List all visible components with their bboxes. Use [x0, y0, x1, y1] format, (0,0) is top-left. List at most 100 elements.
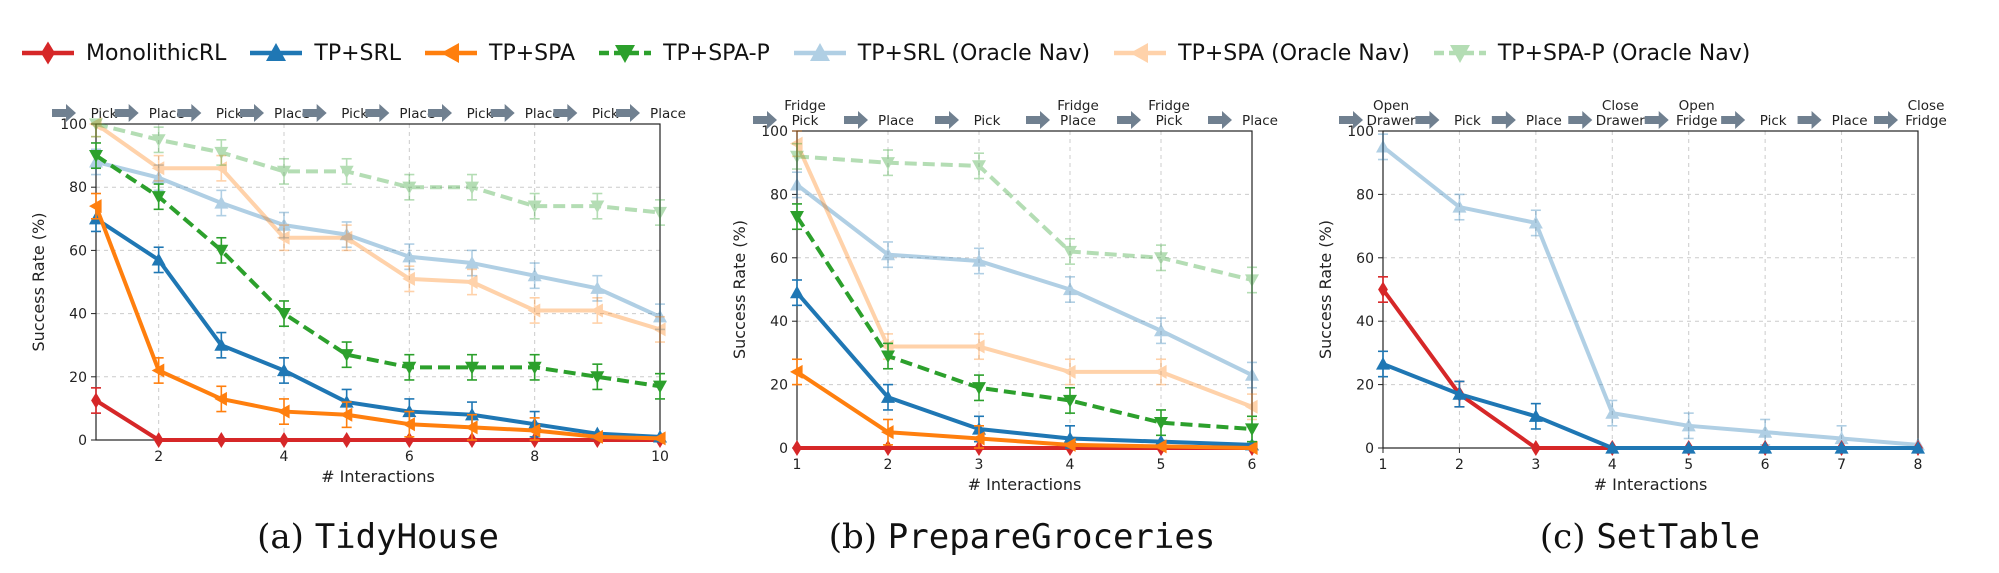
data-point [881, 157, 895, 170]
data-point [339, 227, 354, 241]
series-line [94, 398, 660, 442]
data-point [151, 252, 166, 266]
stage-label: Open Fridge [1676, 98, 1718, 129]
data-point [1530, 439, 1541, 457]
legend-swatch [599, 45, 652, 63]
x-tick-label: 8 [1914, 457, 1923, 473]
series-line [95, 159, 661, 319]
stage-label: Pick [216, 106, 243, 122]
data-point [214, 146, 229, 160]
data-point [277, 230, 290, 245]
data-point [465, 256, 479, 269]
series-tp-spa [790, 358, 1258, 455]
stage-arrow-icon [1874, 111, 1898, 129]
series-tp-spa-p [790, 203, 1259, 443]
data-point [881, 247, 895, 261]
x-tick-label: 6 [405, 449, 414, 465]
y-tick-label: 0 [779, 441, 788, 457]
y-tick-label: 20 [770, 378, 788, 394]
data-point [151, 170, 166, 184]
data-point [527, 268, 542, 282]
data-point [214, 244, 229, 258]
legend-item-tp-spa-p: TP+SPA-P [597, 40, 770, 66]
stage-arrow-icon [428, 104, 452, 122]
series-monolithicrl [91, 387, 665, 449]
y-tick-label: 100 [60, 117, 87, 133]
x-tick-label: 4 [1066, 457, 1075, 473]
series-tp-spa-p-oracle-nav [89, 118, 667, 226]
data-point [89, 117, 102, 131]
data-point [1378, 281, 1388, 298]
data-point [402, 271, 415, 286]
data-point [1834, 431, 1849, 445]
x-tick-label: 4 [280, 449, 289, 465]
legend-item-tp-srl-oracle-nav: TP+SRL (Oracle Nav) [792, 40, 1090, 66]
y-tick-label: 20 [69, 370, 87, 386]
plot-frame [796, 130, 1253, 449]
stage-arrow-icon [1721, 111, 1746, 129]
data-point [883, 439, 893, 457]
x-tick-label: 2 [154, 449, 163, 465]
x-tick-label: 3 [975, 457, 984, 473]
y-tick-label: 80 [770, 187, 788, 203]
data-point [1911, 441, 1925, 454]
series-line [94, 122, 661, 332]
data-point [277, 404, 290, 419]
data-point [1154, 323, 1168, 337]
data-point [527, 200, 542, 214]
data-point [790, 364, 803, 379]
series-tp-spa-p [89, 142, 667, 400]
stage-sequence: Fridge Pick Place Pick Fridge Place Fridge Pick… [753, 98, 1278, 129]
stage-arrow-icon [844, 111, 868, 129]
stage-arrow-icon [240, 104, 264, 122]
series-line [795, 370, 1253, 450]
x-tick-label: 7 [1837, 457, 1846, 473]
data-point [653, 431, 666, 446]
y-tick-label: 60 [69, 243, 87, 259]
data-point [653, 206, 667, 220]
data-point [527, 423, 541, 438]
stage-arrow-icon [935, 111, 959, 129]
data-point [972, 160, 986, 173]
stage-arrow-icon [1644, 111, 1669, 129]
stage-label: Pick [592, 106, 619, 122]
data-point [881, 350, 895, 364]
series-line [1382, 362, 1918, 450]
grid [796, 130, 1253, 449]
series-line [1381, 288, 1918, 450]
y-axis-label: Success Rate (%) [29, 213, 48, 352]
legend-item-tp-srl: TP+SRL [248, 40, 401, 66]
stage-label: Place [399, 106, 435, 122]
stage-label: Place [1242, 113, 1278, 129]
series-line [795, 291, 1253, 447]
y-tick-label: 40 [1356, 314, 1374, 330]
stage-label: Pick [467, 106, 494, 122]
stage-arrow-icon [1339, 111, 1363, 129]
legend-label: TP+SPA (Oracle Nav) [1178, 40, 1410, 66]
legend-swatch [793, 43, 846, 61]
data-point [151, 134, 166, 147]
y-tick-label: 40 [69, 307, 87, 323]
data-point [1605, 406, 1620, 419]
y-tick-label: 60 [1356, 251, 1374, 267]
data-point [1154, 417, 1168, 430]
series-line [94, 153, 661, 389]
data-point [1245, 274, 1259, 287]
stage-label: Pick [974, 113, 1001, 129]
data-point [341, 431, 352, 449]
legend-item-tp-spa: TP+SPA [423, 40, 575, 66]
data-point [151, 191, 166, 204]
data-point [277, 308, 291, 321]
data-point [972, 382, 986, 395]
stage-sequence: Pick Place Pick Place Pick Place Pick Place Pick… [52, 104, 686, 122]
data-point [402, 417, 415, 432]
x-tick-label: 1 [793, 457, 802, 473]
data-point [790, 285, 804, 299]
series-tp-srl-oracle-nav [790, 171, 1259, 389]
panel-caption: (a) TidyHouse [257, 517, 499, 557]
data-point [590, 200, 605, 214]
data-point [214, 338, 229, 351]
stage-label: Place [525, 106, 561, 122]
stage-sequence: Open Drawer Pick Place Close Drawer Open Fridge… [1339, 98, 1947, 129]
data-point [972, 431, 985, 446]
